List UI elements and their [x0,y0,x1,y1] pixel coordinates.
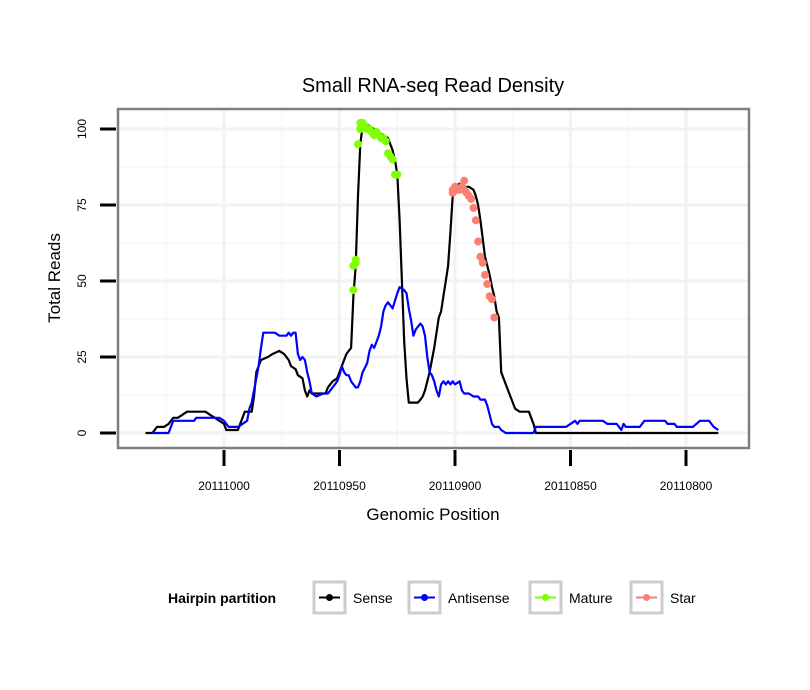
y-tick-label: 25 [75,350,89,364]
point-mature [393,170,402,179]
legend-key-point [643,594,650,601]
chart-title: Small RNA-seq Read Density [302,75,564,97]
legend-label: Star [670,590,696,606]
y-tick-label: 0 [75,429,89,436]
point-star [476,252,485,261]
y-tick-label: 100 [75,119,89,139]
panel-border [116,107,751,450]
x-tick-label: 20110950 [313,479,366,493]
point-star [488,295,496,304]
plot-panel [116,107,751,450]
y-tick-label: 75 [75,198,89,212]
point-star [483,280,492,288]
x-tick-label: 20110800 [660,479,713,493]
point-star [478,258,487,267]
point-star [469,204,478,212]
x-tick-label: 20110900 [429,479,482,493]
point-star [490,313,499,322]
y-tick-label: 50 [75,274,89,288]
series-layer [145,118,719,435]
point-mature [388,155,397,164]
gridlines [118,109,749,448]
legend-label: Sense [353,590,393,606]
point-star [467,194,476,203]
x-tick-label: 20110850 [544,479,597,493]
legend-label: Antisense [448,590,510,606]
point-star [460,176,469,185]
x-axis: 20111000 20110950 20110900 20110850 20110800 [198,450,713,493]
y-axis: 0 25 50 75 100 [75,119,116,436]
legend-item-antisense: Antisense [407,580,510,615]
x-tick-label: 20111000 [198,479,250,493]
legend: Hairpin partition Sense Antisense Mature St… [168,580,696,615]
point-star [481,270,489,279]
point-mature [351,255,360,264]
point-mature [349,286,358,295]
point-star [474,237,483,246]
x-axis-title: Genomic Position [366,505,499,524]
y-axis-title: Total Reads [45,233,64,323]
legend-key-point [542,594,549,601]
legend-key-point [326,594,333,601]
legend-label: Mature [569,590,613,606]
panel-background [118,109,749,448]
legend-title: Hairpin partition [168,590,276,606]
point-mature [381,137,390,146]
point-mature [354,140,362,149]
point-star [471,216,480,225]
legend-item-star: Star [629,580,696,615]
legend-item-sense: Sense [312,580,393,615]
series-line-antisense [152,286,719,435]
legend-item-mature: Mature [528,580,613,615]
legend-key-point [421,594,428,601]
